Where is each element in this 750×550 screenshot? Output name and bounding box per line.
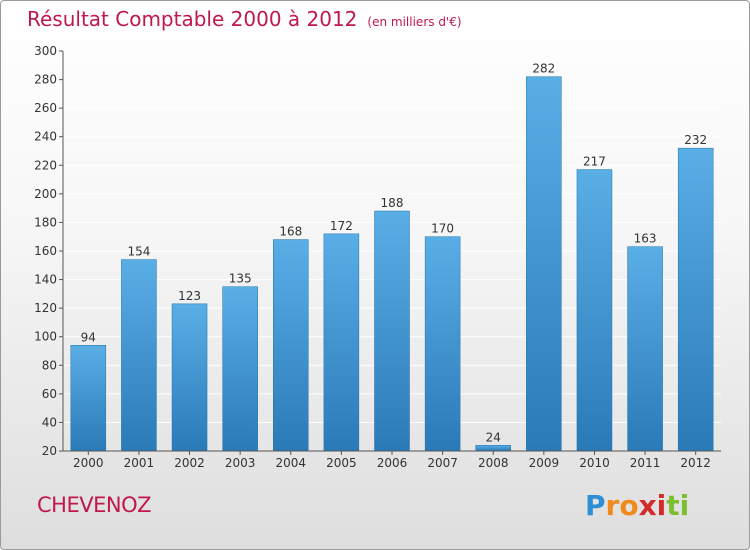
axes — [62, 51, 721, 452]
y-tick-label: 240 — [34, 130, 57, 144]
x-tick-label: 2007 — [427, 456, 458, 470]
data-label-2006: 188 — [381, 196, 404, 210]
x-tick-label: 2009 — [529, 456, 560, 470]
y-axis-ticks: 20 40 60 80 100 120 140 160 180 200 220 240 260 280 30… — [34, 44, 63, 458]
bars — [70, 76, 714, 452]
x-tick-label: 2012 — [680, 456, 711, 470]
x-tick-label: 2004 — [275, 456, 306, 470]
x-tick-label: 2011 — [630, 456, 661, 470]
data-label-2009: 282 — [532, 62, 555, 76]
data-label-2002: 123 — [178, 289, 201, 303]
data-label-2003: 135 — [229, 272, 252, 286]
x-tick-label: 2005 — [326, 456, 357, 470]
y-tick-label: 220 — [34, 158, 57, 172]
logo-letter: o — [619, 489, 639, 522]
data-label-2007: 170 — [431, 222, 454, 236]
bar-2012 — [677, 147, 714, 452]
logo-letter: r — [605, 489, 620, 522]
y-tick-label: 200 — [34, 187, 57, 201]
bar-2000 — [70, 345, 107, 452]
y-tick-label: 60 — [42, 387, 57, 401]
data-label-2004: 168 — [279, 225, 302, 239]
x-tick-label: 2000 — [73, 456, 104, 470]
y-tick-label: 180 — [34, 215, 57, 229]
y-tick-label: 100 — [34, 330, 57, 344]
bar-2005 — [323, 233, 360, 452]
logo-letter: i — [656, 489, 667, 522]
chart-title: Résultat Comptable 2000 à 2012 (en millie… — [27, 7, 462, 31]
y-tick-label: 260 — [34, 101, 57, 115]
bar-2009 — [526, 76, 562, 452]
y-tick-label: 80 — [42, 358, 57, 372]
y-tick-label: 120 — [34, 301, 57, 315]
proxiti-logo: Proxiti — [585, 489, 689, 522]
bar-2011 — [627, 246, 663, 452]
chart-unit-note: (en milliers d'€) — [367, 15, 462, 29]
data-label-2010: 217 — [583, 155, 606, 169]
data-label-2005: 172 — [330, 219, 353, 233]
data-label-2000: 94 — [81, 330, 96, 344]
x-tick-label: 2008 — [478, 456, 509, 470]
data-label-2001: 154 — [127, 245, 150, 259]
y-tick-label: 300 — [34, 44, 57, 58]
logo-letter: x — [638, 489, 657, 522]
data-label-2011: 163 — [634, 232, 657, 246]
chart-title-text: Résultat Comptable 2000 à 2012 — [27, 7, 358, 31]
data-label-2008: 24 — [486, 430, 501, 444]
bar-2007 — [424, 236, 461, 452]
data-labels: 94 154 123 135 168 172 188 170 24 282 217 163 232 — [81, 62, 707, 445]
bar-2010 — [576, 169, 613, 452]
y-tick-label: 160 — [34, 244, 57, 258]
y-tick-label: 40 — [42, 415, 57, 429]
x-tick-label: 2003 — [225, 456, 256, 470]
bar-2006 — [374, 210, 410, 452]
logo-letter: t — [666, 489, 680, 522]
bar-2003 — [222, 286, 258, 452]
x-axis-ticks: 2000 2001 2002 2003 2004 2005 2006 2007 2008 2009… — [73, 451, 711, 470]
y-tick-label: 140 — [34, 273, 57, 287]
data-label-2012: 232 — [684, 133, 707, 147]
y-tick-label: 280 — [34, 73, 57, 87]
bar-2001 — [121, 259, 157, 452]
y-tick-label: 20 — [42, 444, 57, 458]
x-tick-label: 2006 — [377, 456, 408, 470]
bar-2008 — [475, 445, 511, 452]
x-tick-label: 2002 — [174, 456, 205, 470]
place-name: CHEVENOZ — [37, 493, 151, 517]
x-tick-label: 2010 — [579, 456, 610, 470]
logo-letter: P — [585, 489, 606, 522]
bar-2004 — [273, 239, 309, 452]
x-tick-label: 2001 — [124, 456, 155, 470]
logo-letter: i — [679, 489, 690, 522]
bar-2002 — [171, 303, 208, 452]
